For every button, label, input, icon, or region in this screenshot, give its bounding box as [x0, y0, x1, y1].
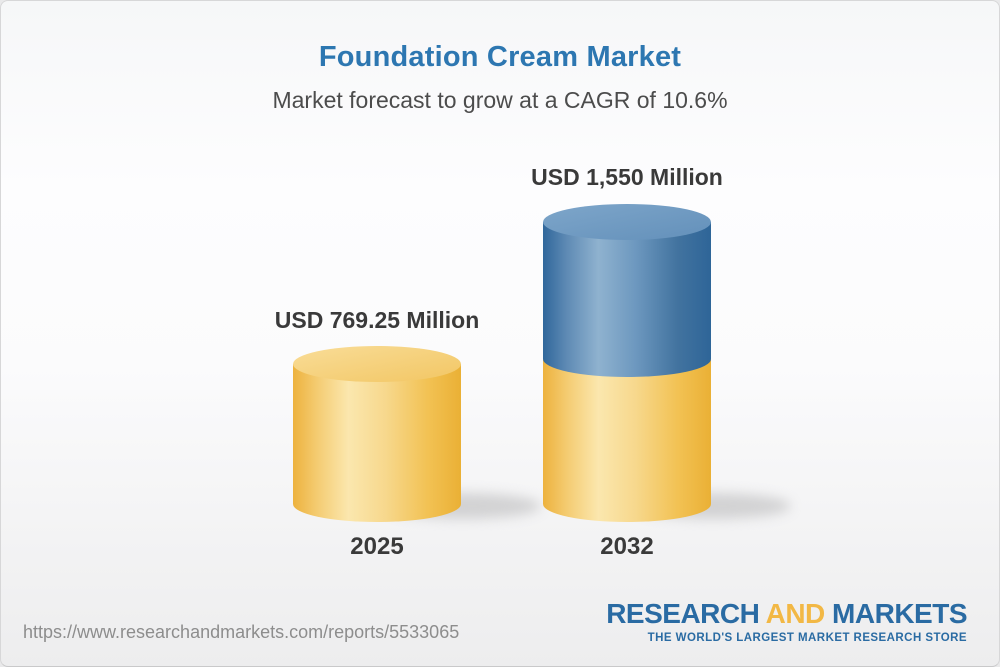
bar-2032-cylinder — [543, 204, 711, 522]
logo-word-research: RESEARCH — [606, 598, 760, 629]
value-label-2025: USD 769.25 Million — [274, 307, 480, 333]
bar-2032-yellow-segment — [543, 359, 711, 522]
logo-wordmark: RESEARCH AND MARKETS — [606, 598, 967, 630]
bar-2025-cylinder — [293, 346, 461, 522]
category-label-2025: 2025 — [350, 533, 404, 560]
chart-title: Foundation Cream Market — [318, 41, 682, 73]
logo-tagline: THE WORLD'S LARGEST MARKET RESEARCH STOR… — [647, 631, 967, 644]
value-label-2032: USD 1,550 Million — [531, 164, 723, 190]
chart-subtitle: Market forecast to grow at a CAGR of 10.… — [272, 87, 728, 113]
research-and-markets-logo: RESEARCH AND MARKETS THE WORLD'S LARGEST… — [606, 598, 967, 644]
logo-word-and: AND — [765, 598, 826, 629]
report-url: https://www.researchandmarkets.com/repor… — [23, 622, 460, 642]
logo-word-markets: MARKETS — [832, 598, 967, 629]
category-label-2032: 2032 — [600, 533, 654, 560]
bar-2032-blue-segment — [543, 204, 711, 377]
